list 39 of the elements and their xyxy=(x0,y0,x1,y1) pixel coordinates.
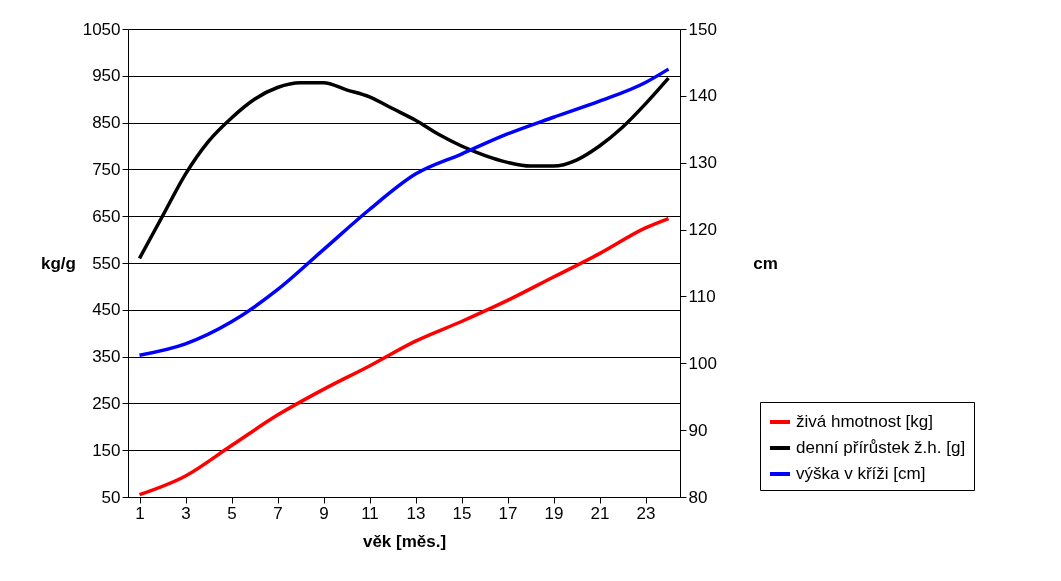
y-tick-label: 550 xyxy=(92,253,121,273)
x-tick-label: 9 xyxy=(319,503,329,523)
x-tick-label: 21 xyxy=(590,503,610,523)
legend-label: výška v kříži [cm] xyxy=(796,464,926,483)
x-tick-label: 1 xyxy=(135,503,145,523)
y2-axis-title: cm xyxy=(753,253,778,273)
x-tick-label: 15 xyxy=(452,503,472,523)
y-tick-label: 250 xyxy=(92,393,121,413)
y-tick-label: 450 xyxy=(92,300,121,320)
y2-tick-label: 100 xyxy=(688,353,717,373)
y2-tick-label: 150 xyxy=(688,19,717,39)
legend-label: denní přírůstek ž.h. [g] xyxy=(796,438,966,457)
y-tick-label: 850 xyxy=(92,113,121,133)
y-tick-label: 950 xyxy=(92,66,121,86)
y-tick-label: 50 xyxy=(101,487,121,507)
x-tick-label: 13 xyxy=(406,503,426,523)
x-tick-label: 7 xyxy=(273,503,283,523)
y-tick-label: 1050 xyxy=(82,19,121,39)
x-tick-label: 11 xyxy=(361,503,379,523)
y2-tick-label: 120 xyxy=(688,220,717,240)
x-tick-label: 19 xyxy=(544,503,564,523)
y-tick-label: 650 xyxy=(92,206,121,226)
x-tick-label: 17 xyxy=(498,503,518,523)
x-tick-label: 5 xyxy=(227,503,237,523)
y-tick-label: 750 xyxy=(92,159,121,179)
line-series xyxy=(137,216,671,497)
y-tick-label: 350 xyxy=(92,347,121,367)
y2-tick-label: 140 xyxy=(688,86,717,106)
line-series xyxy=(137,67,671,358)
x-axis-title: věk [měs.] xyxy=(362,531,447,551)
y-tick-label: 150 xyxy=(92,440,121,460)
y2-tick-label: 130 xyxy=(688,153,717,173)
x-tick-label: 23 xyxy=(636,503,656,523)
legend-label: živá hmotnost [kg] xyxy=(796,412,934,431)
y-axis-title: kg/g xyxy=(41,253,76,273)
y2-tick-label: 110 xyxy=(688,286,716,306)
x-tick-label: 3 xyxy=(181,503,191,523)
y2-tick-label: 90 xyxy=(688,420,708,440)
y2-tick-label: 80 xyxy=(688,487,708,507)
